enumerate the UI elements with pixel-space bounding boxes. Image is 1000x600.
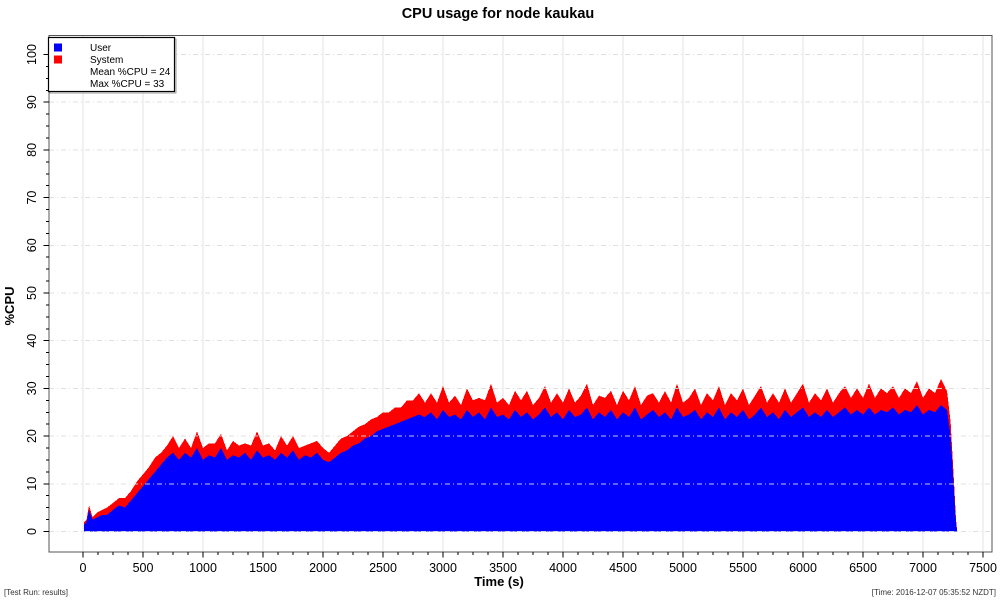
x-tick-label: 3500 xyxy=(489,561,517,575)
legend-swatch-user xyxy=(54,43,62,52)
legend: User System Mean %CPU = 24 Max %CPU = 33 xyxy=(47,36,177,94)
y-tick-label: 50 xyxy=(25,286,39,300)
y-tick-label: 10 xyxy=(25,477,39,491)
legend-mean-text: Mean %CPU = 24 xyxy=(90,67,171,78)
y-tick-label: 80 xyxy=(25,143,39,157)
chart-title: CPU usage for node kaukau xyxy=(402,6,595,22)
x-tick-label: 3000 xyxy=(429,561,457,575)
y-tick-label: 40 xyxy=(25,334,39,348)
footer-test-run: [Test Run: results] xyxy=(4,588,68,597)
x-tick-label: 1500 xyxy=(249,561,277,575)
y-tick-label: 100 xyxy=(25,44,39,65)
x-tick-label: 1000 xyxy=(189,561,217,575)
legend-swatch-system xyxy=(54,55,62,64)
y-tick-label: 70 xyxy=(25,191,39,205)
x-tick-label: 2000 xyxy=(309,561,337,575)
x-tick-label: 4500 xyxy=(609,561,637,575)
x-tick-label: 7500 xyxy=(969,561,997,575)
legend-label-user: User xyxy=(90,43,112,54)
series-areas xyxy=(84,378,958,532)
x-tick-label: 5500 xyxy=(729,561,757,575)
x-tick-label: 6000 xyxy=(789,561,817,575)
horizontal-gridlines xyxy=(49,54,992,532)
y-tick-label: 90 xyxy=(25,95,39,109)
y-tick-label: 20 xyxy=(25,429,39,443)
y-axis-label: %CPU xyxy=(2,286,17,325)
x-tick-label: 2500 xyxy=(369,561,397,575)
x-tick-label: 500 xyxy=(133,561,154,575)
legend-label-system: System xyxy=(90,55,123,66)
x-tick-label: 7000 xyxy=(909,561,937,575)
y-tick-label: 60 xyxy=(25,238,39,252)
x-axis-label: Time (s) xyxy=(474,574,524,589)
legend-max-text: Max %CPU = 33 xyxy=(90,79,165,90)
x-tick-label: 4000 xyxy=(549,561,577,575)
x-tick-label: 5000 xyxy=(669,561,697,575)
y-axis: 0 10 20 30 40 50 60 70 80 90 100 xyxy=(25,44,49,535)
x-tick-label: 6500 xyxy=(849,561,877,575)
footer-timestamp: [Time: 2016-12-07 05:35:52 NZDT] xyxy=(872,588,996,597)
x-tick-label: 0 xyxy=(80,561,87,575)
y-tick-label: 0 xyxy=(25,528,39,535)
user-area xyxy=(84,405,958,532)
y-tick-label: 30 xyxy=(25,381,39,395)
plot-border xyxy=(48,34,993,553)
x-axis: 0 500 1000 1500 2000 2500 3000 3500 4000 4500 5000… xyxy=(80,552,997,575)
legend-box xyxy=(47,36,176,93)
